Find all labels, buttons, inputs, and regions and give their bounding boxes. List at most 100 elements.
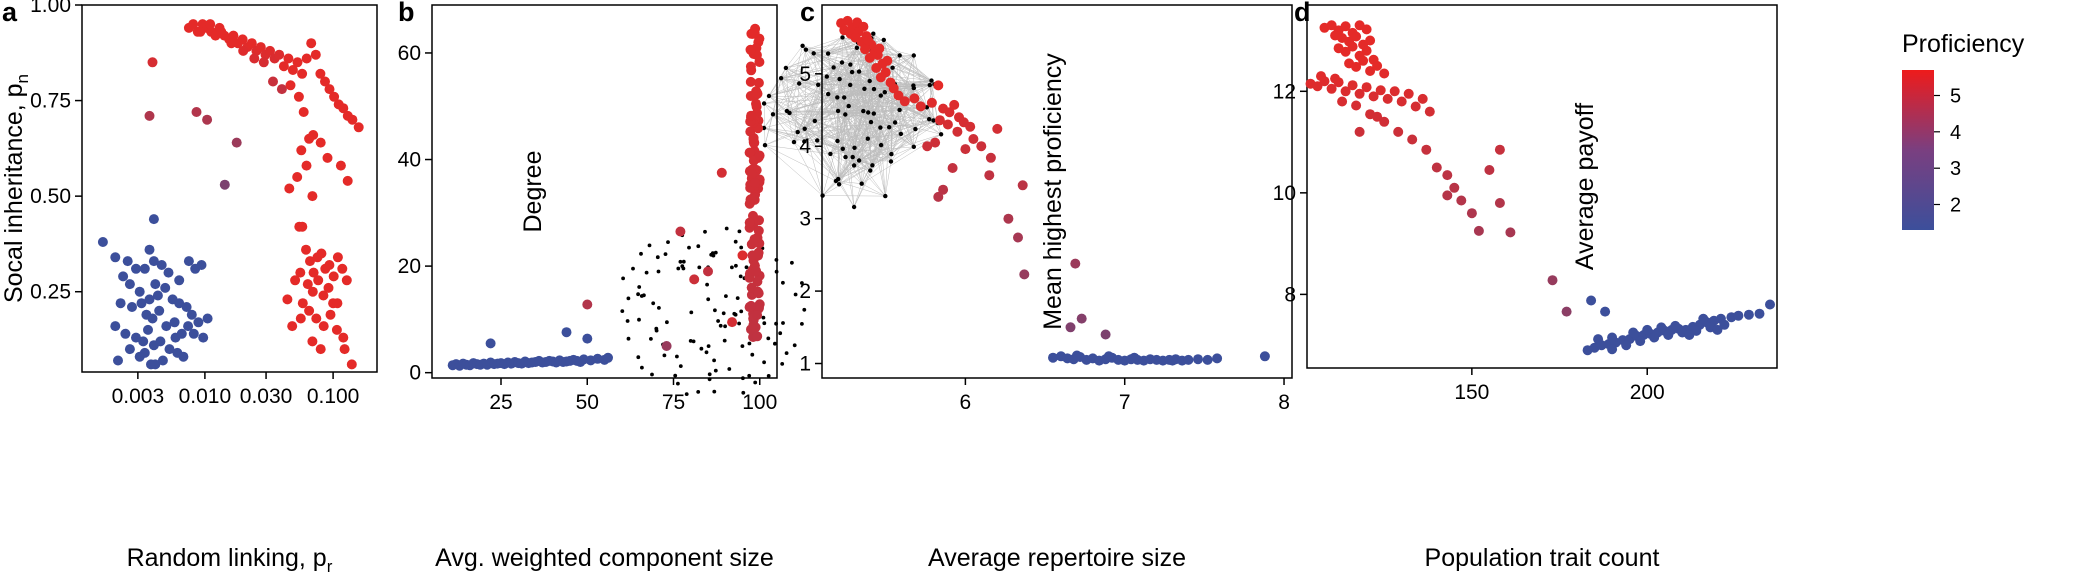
data-point: [301, 53, 312, 64]
network-edge: [763, 105, 849, 129]
network-edge: [894, 122, 914, 147]
network-edge: [861, 122, 896, 184]
data-point: [1076, 313, 1087, 324]
data-point: [287, 65, 298, 75]
network-node: [897, 53, 902, 58]
panel-label: d: [1294, 0, 1311, 27]
network-edge: [841, 62, 864, 112]
network-edge: [799, 83, 819, 86]
network-edge: [789, 112, 805, 129]
network-edge: [789, 112, 805, 142]
network-edge: [839, 79, 853, 158]
data-point: [1183, 354, 1194, 365]
x-axis-title: Random linking, pr: [127, 544, 333, 575]
network-node: [621, 276, 625, 281]
data-point: [888, 83, 899, 94]
data-point: [985, 152, 996, 163]
data-point: [1375, 85, 1386, 96]
data-point: [298, 107, 309, 117]
data-point: [1733, 310, 1744, 321]
network-edge: [891, 80, 932, 87]
network-edge: [894, 84, 939, 124]
data-point: [915, 101, 926, 112]
network-edge: [793, 88, 865, 143]
data-point: [150, 279, 161, 290]
network-edge: [828, 93, 900, 111]
network-node: [738, 274, 743, 279]
data-point: [346, 359, 357, 370]
network-node: [662, 353, 667, 358]
data-point: [118, 271, 129, 282]
data-point: [196, 260, 207, 270]
network-edge: [844, 97, 914, 148]
network-edge: [880, 127, 886, 197]
data-point: [1379, 116, 1390, 127]
data-point: [282, 294, 293, 305]
data-point: [1473, 225, 1484, 236]
network-edge: [802, 45, 840, 80]
network-node: [654, 328, 659, 333]
network-node: [848, 62, 853, 67]
y-tick-label: 2: [799, 280, 811, 303]
network-node: [666, 240, 670, 245]
data-point: [296, 145, 307, 156]
data-point: [306, 38, 317, 49]
data-point: [575, 357, 586, 367]
network-edge: [763, 103, 818, 141]
data-point: [148, 214, 159, 225]
network-edge: [793, 141, 839, 180]
data-point: [882, 55, 893, 66]
network-edge: [764, 145, 823, 196]
data-point: [1070, 258, 1081, 269]
network-edge: [837, 140, 892, 162]
network-edge: [899, 109, 942, 135]
data-point: [163, 267, 174, 278]
network-node: [878, 142, 884, 148]
network-edge: [785, 67, 790, 113]
network-node: [737, 229, 742, 234]
data-point: [338, 103, 349, 114]
data-point: [176, 328, 187, 339]
data-point: [1361, 24, 1372, 35]
network-node: [787, 110, 792, 116]
legend-tick-label: 4: [1950, 122, 1961, 144]
data-point: [860, 44, 870, 55]
data-point: [113, 355, 123, 366]
network-edge: [853, 183, 862, 208]
network-edge: [841, 62, 881, 128]
data-point: [745, 44, 756, 55]
data-point: [308, 267, 319, 278]
y-axis-title: Degree: [519, 151, 547, 233]
network-node: [712, 358, 716, 363]
data-point: [195, 26, 206, 37]
network-node: [878, 125, 883, 130]
network-node: [734, 263, 738, 268]
network-node: [882, 90, 887, 95]
plot-frame: [1306, 4, 1778, 369]
data-point: [748, 134, 759, 145]
data-point: [1065, 322, 1076, 333]
network-node: [778, 331, 783, 336]
data-point: [1417, 93, 1428, 104]
network-node: [733, 239, 738, 244]
network-node: [828, 151, 833, 157]
network-node: [625, 319, 630, 323]
network-node: [642, 293, 646, 298]
data-point: [147, 313, 158, 324]
data-point: [1019, 269, 1030, 280]
network-edge: [894, 84, 935, 123]
network-node: [741, 390, 746, 395]
network-edge: [842, 37, 870, 82]
y-tick-label: 5: [799, 63, 811, 86]
network-node: [911, 85, 916, 91]
data-point: [1071, 350, 1082, 361]
network-node: [913, 126, 918, 132]
network-node: [802, 307, 807, 312]
network-edge: [848, 105, 872, 123]
data-point: [1351, 61, 1362, 72]
network-node: [747, 373, 752, 378]
data-point: [1361, 45, 1372, 56]
network-node: [696, 244, 701, 249]
data-point: [1354, 88, 1365, 99]
data-point: [290, 275, 301, 286]
